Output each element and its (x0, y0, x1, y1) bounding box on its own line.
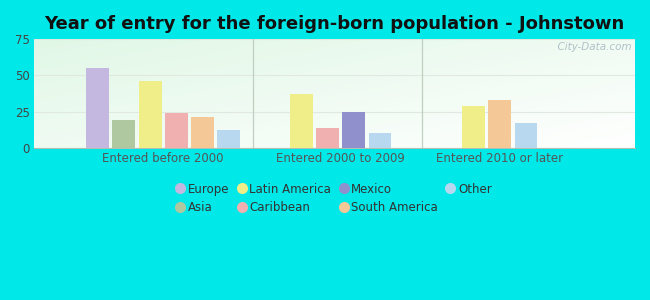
Bar (343, 112, 365, 148)
Bar (218, 130, 240, 148)
Bar (165, 113, 188, 148)
Bar (191, 117, 214, 148)
Bar (112, 120, 135, 148)
Title: Year of entry for the foreign-born population - Johnstown: Year of entry for the foreign-born popul… (44, 15, 625, 33)
Legend: Europe, Asia, Latin America, Caribbean, Mexico, South America, Other: Europe, Asia, Latin America, Caribbean, … (172, 178, 497, 219)
Bar (138, 81, 162, 148)
Bar (488, 100, 511, 148)
Bar (316, 128, 339, 148)
Bar (86, 68, 109, 148)
Bar (462, 106, 485, 148)
Text: City-Data.com: City-Data.com (551, 42, 632, 52)
Bar (515, 123, 538, 148)
Bar (369, 134, 391, 148)
Bar (290, 94, 313, 148)
